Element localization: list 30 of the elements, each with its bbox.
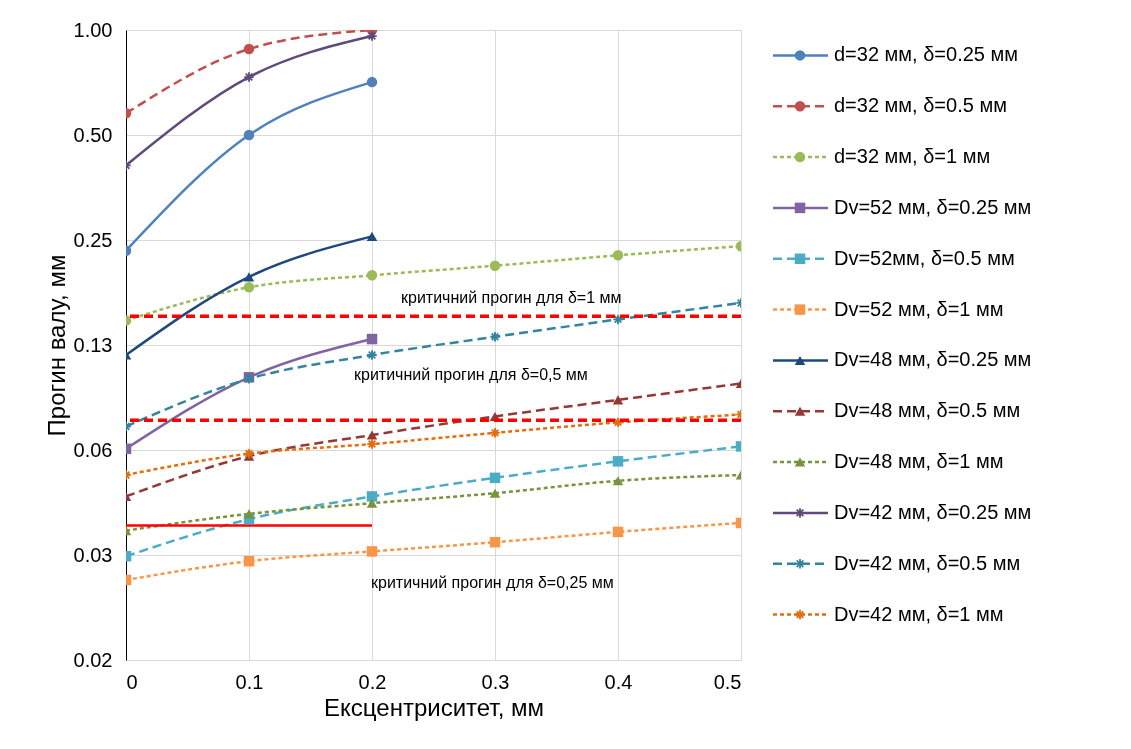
x-tick-label: 0.2: [358, 670, 387, 693]
y-tick-label: 0.25: [73, 228, 113, 251]
legend-label: Dv=48 мм, δ=0.5 мм: [834, 399, 1021, 422]
legend-label: Dv=52 мм, δ=0.25 мм: [834, 195, 1032, 218]
annotation: критичний прогин для δ=0,5 мм: [354, 366, 588, 384]
x-tick-label: 0.5: [713, 670, 742, 693]
x-tick-label: 0.3: [481, 670, 510, 693]
annotation: критичний прогин для δ=0,25 мм: [371, 574, 614, 592]
x-tick-label: 0: [126, 670, 138, 693]
x-tick-label: 0.1: [235, 670, 264, 693]
legend-label: d=32 мм, δ=0.5 мм: [834, 94, 1007, 117]
annotation: критичний прогин для δ=1 мм: [401, 289, 622, 307]
y-tick-label: 0.06: [73, 438, 113, 461]
legend-label: d=32 мм, δ=0.25 мм: [834, 43, 1019, 66]
legend-label: Dv=42 мм, δ=1 мм: [834, 602, 1004, 625]
legend-label: Dv=48 мм, δ=0.25 мм: [834, 348, 1032, 371]
legend-label: Dv=52 мм, δ=1 мм: [834, 297, 1004, 320]
x-tick-label: 0.4: [604, 670, 633, 693]
legend-label: Dv=42 мм, δ=0.5 мм: [834, 551, 1021, 574]
y-tick-label: 1.00: [73, 18, 113, 41]
y-tick-label: 0.03: [73, 543, 113, 566]
y-tick-label: 0.13: [73, 333, 113, 356]
legend-label: d=32 мм, δ=1 мм: [834, 145, 991, 168]
legend-label: Dv=42 мм, δ=0.25 мм: [834, 500, 1032, 523]
y-axis-title: Прогин валу, мм: [42, 254, 70, 437]
legend-label: Dv=52мм, δ=0.5 мм: [834, 246, 1015, 269]
legend-label: Dv=48 мм, δ=1 мм: [834, 450, 1004, 473]
y-tick-label: 0.50: [73, 123, 113, 146]
y-tick-label: 0.02: [73, 648, 113, 671]
x-axis-title: Ексцентриситет, мм: [324, 693, 544, 721]
